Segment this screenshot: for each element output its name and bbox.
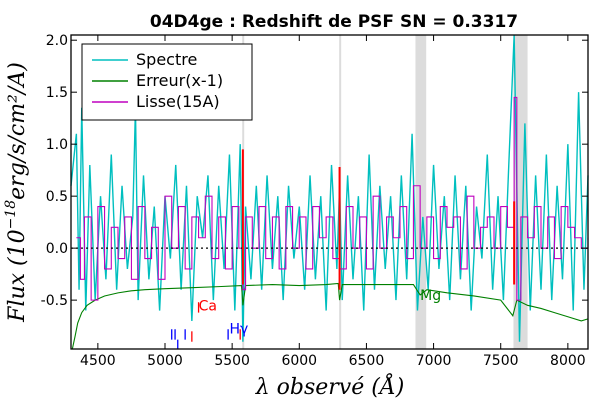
y-tick-label: 1.0 <box>46 137 68 153</box>
chart-title: 04D4ge : Redshift de PSF SN = 0.3317 <box>150 12 518 32</box>
series-line-lisse-15a <box>76 96 589 301</box>
legend-label: Lisse(15A) <box>136 92 220 111</box>
x-tick-label: 6000 <box>281 353 317 369</box>
y-tick-label: 0.5 <box>46 189 68 205</box>
y-axis-label: Flux (10−18erg/s/cm²/A) <box>3 62 30 323</box>
y-tick-label: 0.0 <box>46 241 68 257</box>
axis-ticks: 4500 5000 5500 6000 6500 7000 7500 8000 -0.5 0.0 0… <box>41 33 588 369</box>
x-tick-label: 4500 <box>80 353 116 369</box>
series-group <box>70 34 589 350</box>
y-tick-label: 2.0 <box>46 33 68 49</box>
grey-band <box>415 35 427 349</box>
legend: Spectre Erreur(x-1) Lisse(15A) <box>81 43 253 121</box>
annotation-ca: Ca <box>199 299 217 315</box>
y-tick-label: 1.5 <box>46 85 68 101</box>
y-tick-label: -0.5 <box>41 293 68 309</box>
annotation-group: Ca Hγ Mg <box>171 149 516 349</box>
x-tick-label: 5000 <box>147 353 183 369</box>
x-tick-label: 5500 <box>214 353 250 369</box>
x-tick-label: 8000 <box>550 353 586 369</box>
legend-label: Spectre <box>136 50 197 69</box>
x-tick-label: 7000 <box>416 353 452 369</box>
annotation-mg: Mg <box>420 288 441 304</box>
legend-box <box>81 43 253 121</box>
x-tick-label: 7500 <box>483 353 519 369</box>
annotation-hγ: Hγ <box>229 321 248 337</box>
x-axis-label: λ observé (Å) <box>255 372 405 400</box>
x-tick-label: 6500 <box>349 353 385 369</box>
series-line-erreur-x-1 <box>71 282 589 350</box>
series-line-spectre <box>70 34 589 342</box>
legend-label: Erreur(x-1) <box>136 71 223 90</box>
plot-frame <box>70 34 589 350</box>
